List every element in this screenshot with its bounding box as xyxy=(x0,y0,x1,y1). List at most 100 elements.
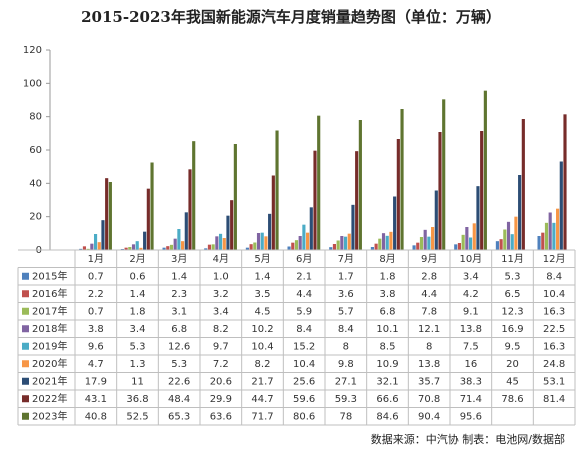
bar xyxy=(177,229,181,250)
bar xyxy=(169,244,174,250)
table-cell: 13.8 xyxy=(460,324,482,335)
y-tick-label: 120 xyxy=(23,45,42,56)
table-cell: 12.6 xyxy=(168,341,190,352)
table-cell: 5.7 xyxy=(338,306,354,317)
table-cell: 16.9 xyxy=(501,324,523,335)
bar xyxy=(378,238,382,250)
x-tick-label: 4月 xyxy=(213,253,229,265)
table-cell: 1.8 xyxy=(130,306,146,317)
y-tick-label: 80 xyxy=(29,112,42,123)
table-cell: 3.5 xyxy=(255,289,271,300)
bar xyxy=(291,242,295,250)
x-tick-label: 11月 xyxy=(501,253,524,265)
table-cell: 9.1 xyxy=(463,306,479,317)
bar xyxy=(260,232,264,250)
bar xyxy=(416,242,420,250)
bar xyxy=(233,144,237,250)
table-cell: 8.4 xyxy=(338,324,354,335)
table-cell: 3.6 xyxy=(338,289,354,300)
table-cell: 78 xyxy=(339,411,352,422)
x-tick-label: 1月 xyxy=(88,253,104,265)
legend-swatch xyxy=(22,412,29,420)
table-cell: 59.3 xyxy=(335,394,357,405)
bar xyxy=(480,131,484,250)
bar xyxy=(268,213,272,250)
table-cell: 66.6 xyxy=(376,394,398,405)
bar xyxy=(166,246,170,250)
legend-swatch xyxy=(22,307,29,315)
bar xyxy=(294,240,299,250)
table-cell: 81.4 xyxy=(543,394,565,405)
bar xyxy=(192,141,196,250)
bar xyxy=(317,115,321,251)
bar xyxy=(264,236,268,250)
bar xyxy=(256,233,261,250)
table-cell: 90.4 xyxy=(418,411,440,422)
table-cell: 63.6 xyxy=(210,411,232,422)
x-tick-label: 5月 xyxy=(254,253,270,265)
table-cell: 3.2 xyxy=(213,289,229,300)
legend-label: 2022年 xyxy=(32,392,67,405)
table-cell: 1.4 xyxy=(255,271,271,282)
table-cell: 38.3 xyxy=(460,376,482,387)
table-cell: 80.6 xyxy=(293,411,315,422)
bar xyxy=(93,234,98,250)
table-cell: 48.4 xyxy=(168,394,190,405)
bar xyxy=(135,241,139,250)
bar xyxy=(90,243,94,250)
x-tick-label: 3月 xyxy=(171,253,187,265)
table-cell: 7.2 xyxy=(213,359,229,370)
table-cell: 71.4 xyxy=(460,394,482,405)
y-tick-label: 20 xyxy=(29,212,42,223)
table-cell: 9.8 xyxy=(338,359,354,370)
table-cell: 13.8 xyxy=(418,359,440,370)
bar xyxy=(143,231,147,250)
bar xyxy=(253,242,257,250)
table-cell: 78.6 xyxy=(501,394,523,405)
bar xyxy=(400,109,404,250)
table-cell: 3.4 xyxy=(213,306,229,317)
table-cell: 10.4 xyxy=(293,359,315,370)
table-cell: 3.8 xyxy=(380,289,396,300)
table-cell: 2.8 xyxy=(421,271,437,282)
table-cell: 2.1 xyxy=(296,271,312,282)
bar xyxy=(340,236,344,250)
table-cell: 12.3 xyxy=(501,306,523,317)
table-cell: 11 xyxy=(131,376,144,387)
bar xyxy=(218,233,223,250)
bar xyxy=(249,244,253,250)
x-tick-label: 8月 xyxy=(379,253,395,265)
bar xyxy=(82,246,87,250)
bar xyxy=(510,234,514,250)
bar xyxy=(374,243,378,250)
table-cell: 52.5 xyxy=(126,411,148,422)
y-tick-label: 100 xyxy=(23,78,42,89)
bar xyxy=(483,90,487,251)
bar xyxy=(347,233,351,250)
x-tick-label: 9月 xyxy=(421,253,437,265)
table-cell: 6.8 xyxy=(171,324,187,335)
bar xyxy=(275,130,279,250)
table-cell: 35.7 xyxy=(418,376,440,387)
bar xyxy=(306,232,310,250)
bar xyxy=(518,175,522,250)
legend-label: 2017年 xyxy=(32,304,67,317)
bar xyxy=(188,169,192,250)
chart-title: 2015-2023年我国新能源汽车月度销量趋势图（单位：万辆） xyxy=(81,8,501,26)
table-cell: 4.2 xyxy=(463,289,479,300)
table-cell: 1.3 xyxy=(130,359,146,370)
bar xyxy=(412,245,416,250)
bar xyxy=(506,221,511,250)
legend-swatch xyxy=(22,290,29,298)
table-cell: 70.8 xyxy=(418,394,440,405)
table-cell: 4.5 xyxy=(255,306,271,317)
y-tick-label: 60 xyxy=(29,145,42,156)
table-cell: 95.6 xyxy=(460,411,482,422)
table-cell: 16.3 xyxy=(543,306,565,317)
table-cell: 10.2 xyxy=(251,324,273,335)
table-cell: 8.2 xyxy=(255,359,271,370)
legend-swatch xyxy=(22,377,29,385)
bar xyxy=(97,242,101,250)
table-cell: 32.1 xyxy=(376,376,398,387)
table-cell: 6.8 xyxy=(380,306,396,317)
